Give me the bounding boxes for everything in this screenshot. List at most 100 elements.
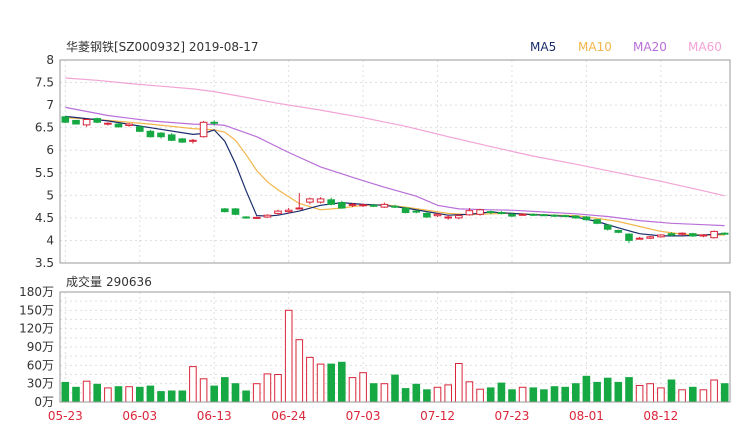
candle-up	[699, 234, 708, 237]
price-axis: 3.5 4 4.5 5 5.5 6 6.5 7 7.5 8	[35, 53, 54, 270]
candle-down	[369, 204, 378, 207]
volume-bar-up	[646, 383, 655, 403]
volume-bar-down	[210, 385, 218, 403]
price-tick-label: 5	[46, 188, 54, 202]
candle-up	[465, 210, 474, 216]
volume-bar-down	[167, 390, 176, 403]
candle-down	[114, 123, 123, 128]
volume-bar-up	[359, 372, 367, 403]
volume-bar-down	[61, 381, 70, 403]
candle-up	[316, 198, 325, 203]
volume-bar-down	[423, 389, 431, 403]
volume-bar-up	[444, 384, 452, 403]
candle-up	[380, 203, 389, 208]
date-tick-label: 06-13	[197, 409, 232, 423]
volume-bar-up	[306, 356, 314, 403]
candle-down	[497, 212, 506, 214]
volume-tick-label: 60万	[27, 358, 54, 372]
date-tick-label: 06-03	[122, 409, 157, 423]
volume-bar-up	[274, 374, 282, 403]
volume-bar-up	[433, 386, 442, 403]
candle-down	[221, 208, 229, 213]
volume-bar-down	[146, 385, 155, 403]
candle-up	[646, 236, 655, 239]
candle-up	[104, 122, 112, 125]
volume-bar-up	[476, 388, 484, 403]
volume-bar-up	[348, 377, 357, 403]
candle-down	[210, 121, 218, 124]
candle-down	[231, 208, 240, 215]
volume-bar-down	[114, 386, 123, 403]
candle-down	[412, 210, 421, 213]
volume-tick-label: 120万	[19, 322, 54, 336]
volume-bar-up	[199, 378, 208, 403]
price-tick-label: 6	[46, 143, 54, 157]
volume-bar-down	[529, 387, 538, 403]
volume-tick-label: 90万	[27, 340, 54, 354]
volume-bar-down	[412, 383, 421, 403]
volume-bar-down	[540, 389, 548, 403]
volume-axis: 0万 30万 60万 90万 120万 150万 180万	[19, 285, 54, 409]
date-tick-label: 08-01	[569, 409, 604, 423]
volume-bar-up	[189, 366, 197, 403]
volume-bar-up	[380, 383, 389, 403]
legend-ma5: MA5	[530, 40, 556, 54]
volume-bar-up	[455, 363, 463, 403]
volume-bar-up	[518, 386, 527, 403]
volume-bar-up	[82, 380, 91, 403]
candle-up	[359, 204, 367, 207]
date-tick-label: 07-12	[420, 409, 455, 423]
candle-down	[603, 224, 612, 230]
candle-up	[284, 209, 293, 213]
price-tick-label: 4	[46, 233, 54, 247]
volume-bar-down	[327, 363, 335, 403]
volume-bar-down	[593, 381, 601, 403]
volume-tick-label: 180万	[19, 285, 54, 299]
candle-down	[529, 213, 538, 216]
candle-down	[61, 116, 70, 123]
candle-down	[72, 119, 80, 125]
candle-down	[720, 232, 729, 235]
candlesticks	[61, 115, 729, 244]
candle-down	[146, 130, 155, 138]
volume-bar-down	[338, 361, 346, 403]
volume-bar-up	[284, 309, 293, 403]
volume-bar-up	[125, 386, 133, 403]
price-tick-label: 7	[46, 98, 54, 112]
volume-bar-up	[678, 389, 686, 403]
candle-down	[93, 118, 102, 123]
date-tick-label: 06-24	[271, 409, 306, 423]
candle-up	[444, 216, 452, 219]
candle-up	[635, 237, 644, 240]
price-tick-label: 7.5	[35, 76, 54, 90]
volume-bar-down	[572, 383, 580, 403]
candle-up	[263, 214, 272, 218]
moving-average-lines	[65, 77, 725, 237]
price-tick-label: 4.5	[35, 211, 54, 225]
candle-up	[518, 213, 527, 216]
legend-ma20: MA20	[633, 40, 667, 54]
candle-up	[199, 121, 208, 138]
volume-bar-up	[635, 385, 644, 403]
candle-down	[338, 202, 346, 209]
legend-ma10: MA10	[578, 40, 612, 54]
price-tick-label: 6.5	[35, 121, 54, 135]
candle-down	[689, 233, 697, 237]
volume-bar-down	[497, 382, 506, 403]
volume-bar-down	[550, 386, 559, 403]
volume-bar-down	[231, 383, 240, 403]
date-axis: 05-23 06-03 06-13 06-24 07-03 07-12 07-23 08-01…	[48, 409, 678, 423]
date-tick-label: 05-23	[48, 409, 83, 423]
candle-down	[167, 134, 176, 141]
candle-up	[274, 210, 282, 214]
volume-panel-frame	[59, 291, 731, 403]
volume-bar-up	[465, 381, 474, 403]
ma60-line	[65, 77, 725, 197]
volume-bar-down	[401, 388, 410, 403]
candle-up	[710, 230, 718, 239]
volume-bar-up	[699, 389, 708, 403]
candle-down	[423, 212, 431, 218]
volume-bar-down	[178, 390, 187, 403]
candle-up	[657, 234, 665, 238]
